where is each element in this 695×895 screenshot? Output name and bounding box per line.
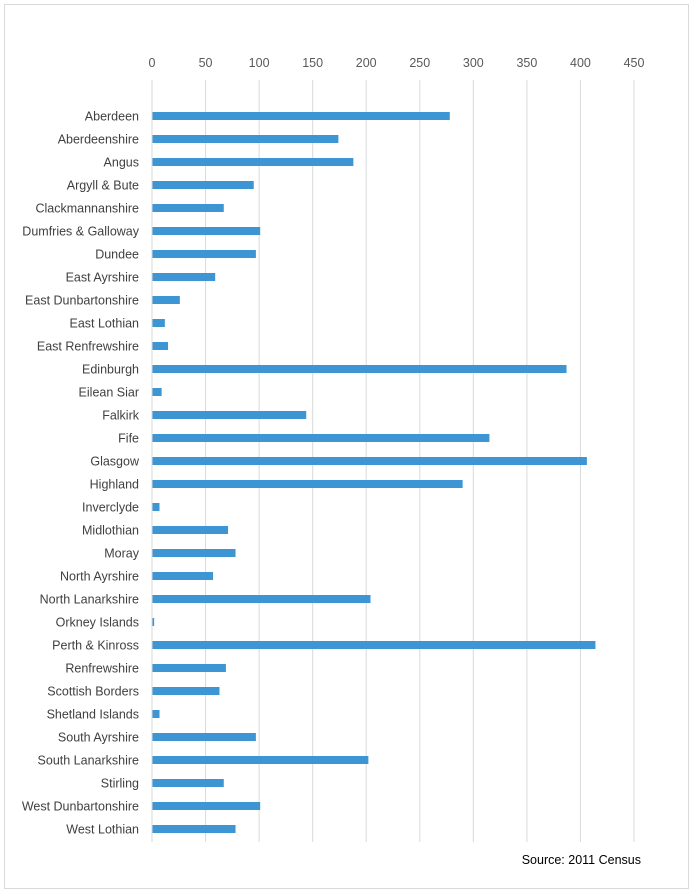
category-label: Edinburgh bbox=[82, 363, 139, 377]
source-note: Source: 2011 Census bbox=[522, 853, 641, 867]
category-label: Fife bbox=[118, 432, 139, 446]
category-label: Moray bbox=[104, 547, 139, 561]
category-label: Dundee bbox=[95, 248, 139, 262]
category-label: Renfrewshire bbox=[65, 662, 139, 676]
bars bbox=[152, 112, 596, 833]
category-label: East Lothian bbox=[70, 317, 140, 331]
bar bbox=[152, 227, 261, 235]
bar bbox=[152, 641, 596, 649]
category-label: Glasgow bbox=[90, 455, 140, 469]
bar bbox=[152, 549, 236, 557]
bar bbox=[152, 411, 307, 419]
bar bbox=[152, 434, 490, 442]
category-label: North Lanarkshire bbox=[40, 593, 139, 607]
bar bbox=[152, 733, 256, 741]
bar bbox=[152, 756, 369, 764]
x-tick-label: 50 bbox=[199, 56, 213, 70]
category-label: Aberdeenshire bbox=[58, 133, 139, 147]
bar bbox=[152, 664, 226, 672]
category-label: Falkirk bbox=[102, 409, 140, 423]
bar bbox=[152, 250, 256, 258]
category-label: Dumfries & Galloway bbox=[22, 225, 139, 239]
bar bbox=[152, 204, 224, 212]
category-label: South Ayrshire bbox=[58, 731, 139, 745]
category-labels: Aberdeen Aberdeenshire Angus Argyll & Bute C… bbox=[22, 110, 140, 837]
category-label: Inverclyde bbox=[82, 501, 139, 515]
x-tick-label: 0 bbox=[149, 56, 156, 70]
category-label: Shetland Islands bbox=[47, 708, 139, 722]
x-tick-label: 400 bbox=[570, 56, 591, 70]
bar bbox=[152, 779, 224, 787]
category-label: Argyll & Bute bbox=[67, 179, 139, 193]
bar bbox=[152, 572, 214, 580]
bar bbox=[152, 342, 169, 350]
bar bbox=[152, 112, 450, 120]
category-label: South Lanarkshire bbox=[38, 754, 140, 768]
x-tick-label: 250 bbox=[409, 56, 430, 70]
bar bbox=[152, 365, 567, 373]
x-tick-label: 100 bbox=[249, 56, 270, 70]
category-label: Scottish Borders bbox=[47, 685, 139, 699]
x-tick-label: 150 bbox=[302, 56, 323, 70]
category-label: West Lothian bbox=[66, 823, 139, 837]
bar bbox=[152, 158, 354, 166]
chart-frame bbox=[4, 4, 689, 889]
category-label: East Ayrshire bbox=[66, 271, 139, 285]
bar bbox=[152, 273, 216, 281]
category-label: North Ayrshire bbox=[60, 570, 139, 584]
category-label: Angus bbox=[104, 156, 139, 170]
x-axis-ticks: 0 50 100 150 200 250 300 350 400 450 bbox=[149, 56, 645, 70]
category-label: East Renfrewshire bbox=[37, 340, 139, 354]
bar bbox=[152, 388, 162, 396]
x-tick-label: 200 bbox=[356, 56, 377, 70]
category-label: Eilean Siar bbox=[79, 386, 139, 400]
category-label: Clackmannanshire bbox=[35, 202, 139, 216]
bar bbox=[152, 526, 229, 534]
bar bbox=[152, 181, 254, 189]
bar bbox=[152, 802, 261, 810]
bar bbox=[152, 503, 160, 511]
bar bbox=[152, 480, 463, 488]
x-tick-label: 300 bbox=[463, 56, 484, 70]
bar bbox=[152, 296, 180, 304]
bar bbox=[152, 618, 155, 626]
bar bbox=[152, 319, 165, 327]
bar bbox=[152, 457, 587, 465]
x-tick-label: 450 bbox=[624, 56, 645, 70]
bar bbox=[152, 595, 371, 603]
bar bbox=[152, 825, 236, 833]
category-label: Perth & Kinross bbox=[52, 639, 139, 653]
category-label: East Dunbartonshire bbox=[25, 294, 139, 308]
category-label: Aberdeen bbox=[85, 110, 139, 124]
category-label: West Dunbartonshire bbox=[22, 800, 139, 814]
category-label: Stirling bbox=[101, 777, 139, 791]
bar bbox=[152, 710, 160, 718]
bar bbox=[152, 135, 339, 143]
bar bbox=[152, 687, 220, 695]
category-label: Midlothian bbox=[82, 524, 139, 538]
category-label: Orkney Islands bbox=[56, 616, 139, 630]
category-label: Highland bbox=[90, 478, 139, 492]
x-tick-label: 350 bbox=[516, 56, 537, 70]
